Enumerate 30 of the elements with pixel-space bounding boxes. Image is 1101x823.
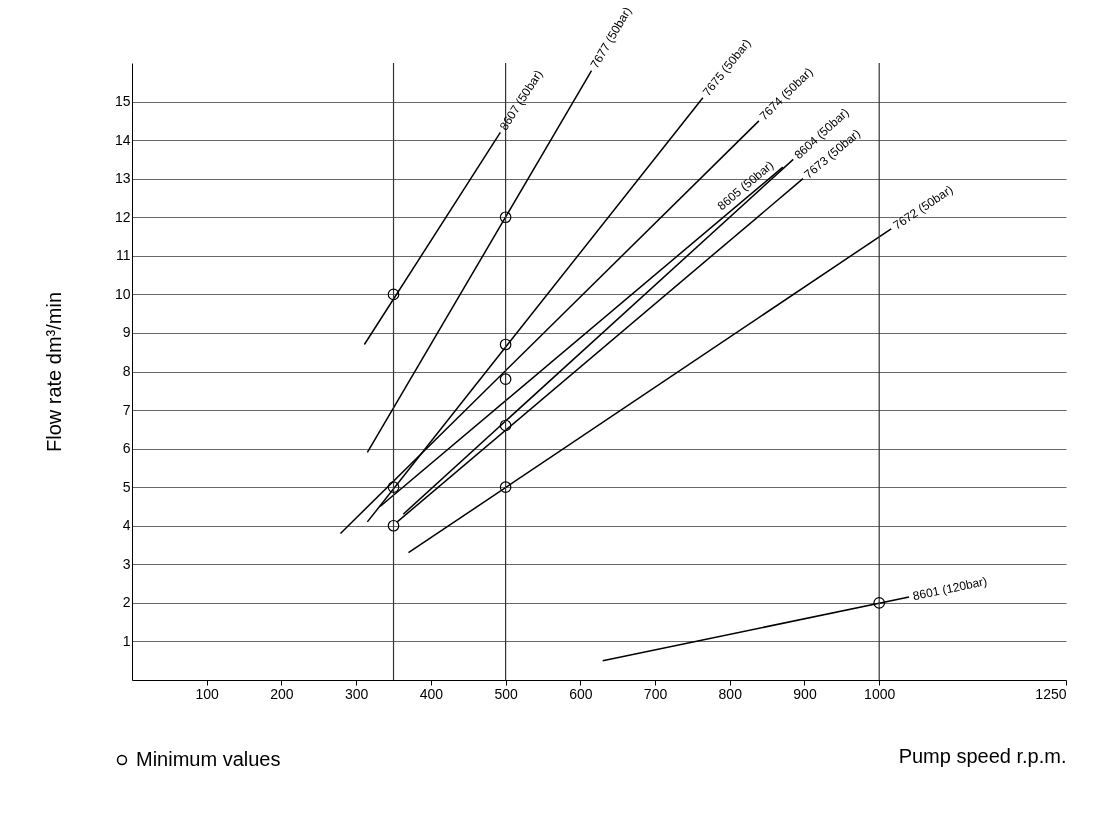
y-tick-label: 1 xyxy=(122,632,131,649)
y-tick-label: 14 xyxy=(114,131,131,148)
y-tick-label: 9 xyxy=(122,324,131,341)
x-axis-title: Pump speed r.p.m. xyxy=(898,744,1067,767)
y-tick-label: 7 xyxy=(122,401,131,418)
x-tick-label: 1000 xyxy=(864,685,896,702)
legend-label: Minimum values xyxy=(136,748,281,770)
x-tick-label: 900 xyxy=(793,685,817,702)
y-tick-label: 5 xyxy=(122,478,131,495)
x-tick-label: 200 xyxy=(270,685,294,702)
x-tick-label: 500 xyxy=(494,685,518,702)
x-tick-label: 400 xyxy=(419,685,444,702)
y-tick-label: 3 xyxy=(122,555,131,572)
x-tick-label: 800 xyxy=(718,685,743,702)
x-tick-label: 700 xyxy=(643,685,668,702)
y-tick-label: 2 xyxy=(122,594,131,611)
x-tick-label: 100 xyxy=(195,685,220,702)
y-tick-label: 15 xyxy=(114,93,131,110)
y-tick-label: 4 xyxy=(122,517,131,534)
y-tick-label: 6 xyxy=(122,440,131,457)
y-tick-label: 8 xyxy=(122,363,131,379)
x-tick-label: 1250 xyxy=(1035,685,1067,702)
y-tick-label: 11 xyxy=(115,247,131,264)
y-tick-label: 13 xyxy=(114,170,131,187)
y-tick-label: 10 xyxy=(114,285,131,302)
y-tick-label: 12 xyxy=(114,208,131,225)
y-axis-title: Flow rate dm³/min xyxy=(42,291,65,453)
x-tick-label: 600 xyxy=(569,685,593,702)
x-tick-label: 300 xyxy=(344,685,369,702)
text: 8601 (120bar) xyxy=(911,574,989,604)
